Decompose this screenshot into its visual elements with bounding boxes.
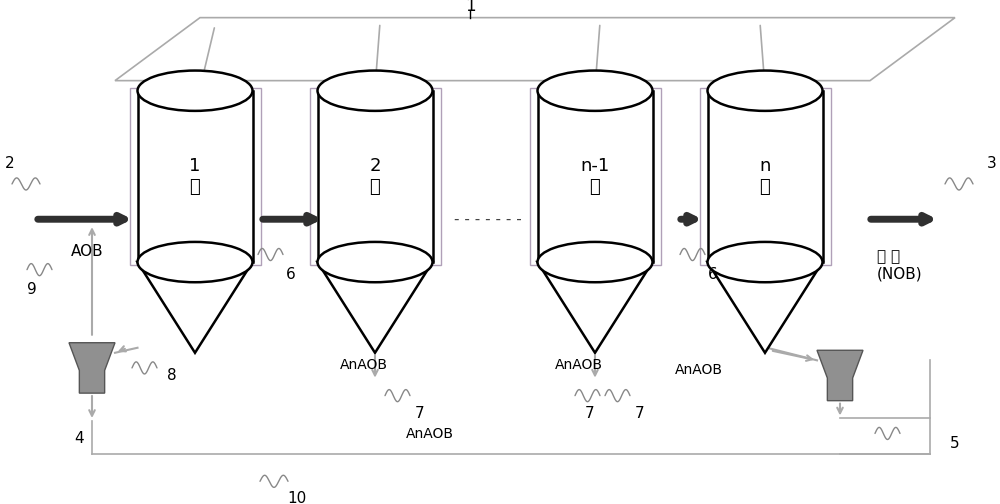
- Text: 4: 4: [74, 431, 84, 446]
- Polygon shape: [817, 350, 863, 401]
- Text: 8: 8: [167, 368, 177, 383]
- Ellipse shape: [708, 71, 822, 111]
- Text: 9: 9: [27, 282, 37, 297]
- Ellipse shape: [318, 242, 432, 282]
- Ellipse shape: [138, 242, 252, 282]
- Polygon shape: [538, 262, 652, 353]
- Text: 1
级: 1 级: [189, 157, 201, 196]
- Text: 2
级: 2 级: [369, 157, 381, 196]
- Text: - - - - - - -: - - - - - - -: [454, 212, 522, 227]
- Polygon shape: [69, 343, 115, 393]
- Text: 7: 7: [415, 406, 425, 421]
- Ellipse shape: [538, 242, 652, 282]
- Text: 1: 1: [465, 0, 475, 15]
- Text: 10: 10: [287, 491, 307, 504]
- Ellipse shape: [538, 71, 652, 111]
- Polygon shape: [708, 262, 822, 353]
- Text: AnAOB: AnAOB: [555, 358, 603, 372]
- Polygon shape: [138, 91, 252, 262]
- Polygon shape: [138, 262, 252, 353]
- Ellipse shape: [318, 71, 432, 111]
- Ellipse shape: [138, 71, 252, 111]
- Ellipse shape: [708, 242, 822, 282]
- Text: 6: 6: [286, 267, 296, 282]
- Text: AOB: AOB: [71, 244, 103, 260]
- Text: n
级: n 级: [759, 157, 771, 196]
- Text: 2: 2: [5, 156, 15, 171]
- Polygon shape: [538, 91, 652, 262]
- Text: 3: 3: [987, 156, 997, 171]
- Text: AnAOB: AnAOB: [340, 358, 388, 372]
- Text: 5: 5: [950, 436, 960, 451]
- Polygon shape: [708, 91, 822, 262]
- Text: n-1
级: n-1 级: [580, 157, 610, 196]
- Text: 7: 7: [635, 406, 645, 421]
- Text: 6: 6: [708, 267, 718, 282]
- Polygon shape: [318, 262, 432, 353]
- Text: 7: 7: [585, 406, 595, 421]
- Text: AnAOB: AnAOB: [406, 427, 454, 441]
- Polygon shape: [318, 91, 432, 262]
- Text: AnAOB: AnAOB: [675, 363, 723, 377]
- Text: 排 泥
(NOB): 排 泥 (NOB): [877, 249, 923, 282]
